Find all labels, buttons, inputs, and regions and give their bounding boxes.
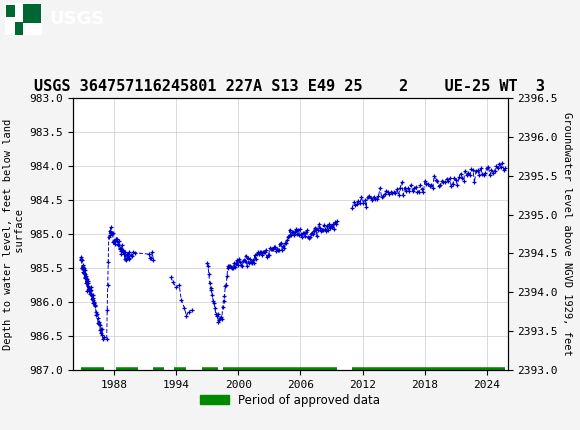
Bar [5, 3, 42, 35]
Bar [6, 5, 14, 17]
Y-axis label: Depth to water level, feet below land
 surface: Depth to water level, feet below land su… [3, 118, 25, 350]
Text: USGS: USGS [49, 10, 104, 28]
Y-axis label: Groundwater level above NGVD 1929, feet: Groundwater level above NGVD 1929, feet [562, 112, 572, 356]
Bar [5, 3, 42, 35]
Bar [14, 22, 23, 35]
Title: USGS 364757116245801 227A S13 E49 25    2    UE-25 WT  3: USGS 364757116245801 227A S13 E49 25 2 U… [34, 79, 546, 94]
Legend: Period of approved data: Period of approved data [195, 389, 385, 412]
Bar [23, 4, 41, 23]
